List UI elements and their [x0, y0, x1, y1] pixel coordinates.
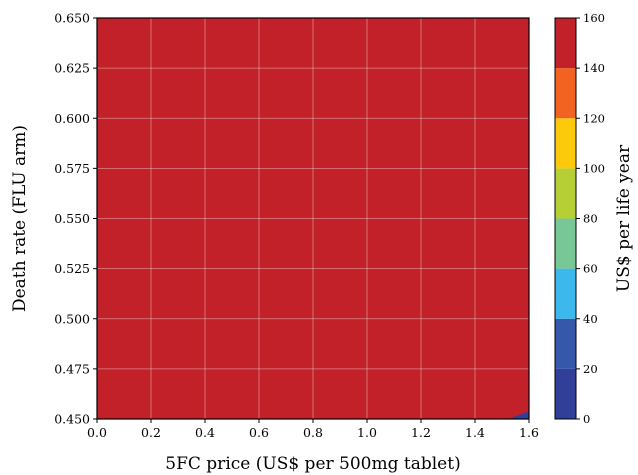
x-tick-label: 0.0 — [87, 425, 107, 440]
colorbar — [555, 18, 576, 419]
colorbar-label: US$ per life year — [614, 144, 634, 292]
colorbar-swatch-140-160 — [555, 18, 576, 69]
colorbar-swatch-60-80 — [555, 218, 576, 269]
x-axis-ticks: 0.0 0.2 0.4 0.6 0.8 1.0 1.2 1.4 1.6 — [87, 419, 539, 440]
y-tick-label: 0.600 — [54, 111, 90, 126]
y-tick-label: 0.525 — [54, 261, 90, 276]
y-tick-label: 0.475 — [54, 361, 90, 376]
x-tick-label: 1.6 — [519, 425, 539, 440]
y-axis-ticks: 0.450 0.475 0.500 0.525 0.550 0.575 0.600 0.625… — [54, 11, 97, 427]
colorbar-swatch-120-140 — [555, 68, 576, 119]
x-tick-label: 0.8 — [303, 425, 323, 440]
colorbar-tick-label: 40 — [583, 312, 598, 326]
contour-regions — [97, 18, 529, 419]
colorbar-swatch-100-120 — [555, 118, 576, 169]
colorbar-tick-label: 80 — [583, 212, 598, 226]
x-tick-label: 0.4 — [195, 425, 215, 440]
contour-band-140-160 — [97, 18, 529, 419]
colorbar-tick-label: 20 — [583, 362, 598, 376]
y-tick-label: 0.575 — [54, 161, 90, 176]
x-tick-label: 1.0 — [357, 425, 377, 440]
x-tick-label: 0.6 — [249, 425, 269, 440]
colorbar-tick-label: 0 — [583, 412, 590, 426]
y-tick-label: 0.650 — [54, 11, 90, 26]
x-tick-label: 1.4 — [465, 425, 485, 440]
colorbar-tick-label: 120 — [583, 111, 605, 125]
y-tick-label: 0.550 — [54, 211, 90, 226]
y-tick-label: 0.450 — [54, 412, 90, 427]
colorbar-tick-label: 100 — [583, 161, 605, 175]
x-axis-label: 5FC price (US$ per 500mg tablet) — [165, 454, 460, 474]
y-axis-label: Death rate (FLU arm) — [10, 125, 30, 312]
colorbar-swatch-20-40 — [555, 318, 576, 369]
colorbar-tick-label: 160 — [583, 11, 605, 25]
colorbar-swatch-40-60 — [555, 268, 576, 319]
colorbar-swatch-80-100 — [555, 168, 576, 219]
colorbar-ticks: 0 20 40 60 80 100 120 140 160 — [576, 11, 605, 426]
x-tick-label: 0.2 — [141, 425, 161, 440]
grid-lines — [97, 18, 529, 419]
y-tick-label: 0.625 — [54, 61, 90, 76]
colorbar-tick-label: 140 — [583, 61, 605, 75]
colorbar-swatch-0-20 — [555, 368, 576, 419]
y-tick-label: 0.500 — [54, 311, 90, 326]
colorbar-tick-label: 60 — [583, 262, 598, 276]
x-tick-label: 1.2 — [411, 425, 431, 440]
